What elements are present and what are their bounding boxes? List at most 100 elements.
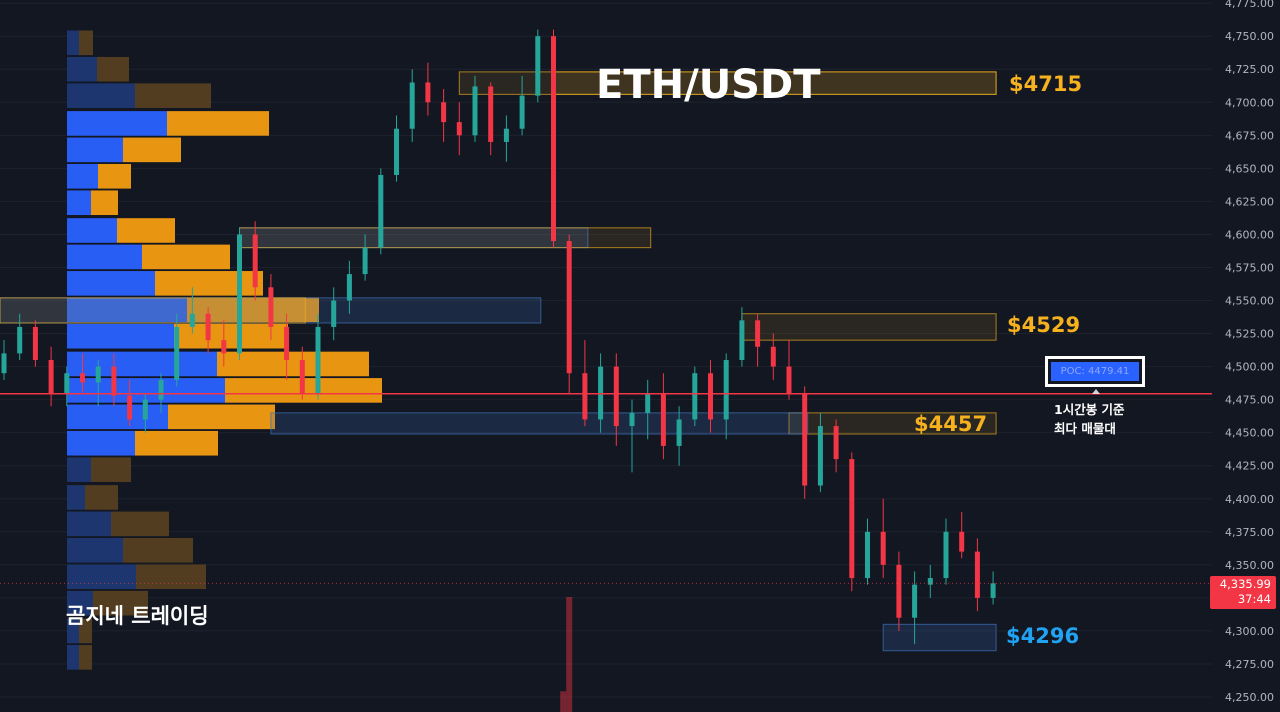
candle-body	[17, 326, 23, 354]
candle-body	[111, 366, 117, 396]
candle-body	[394, 128, 399, 175]
candle-body	[535, 36, 541, 96]
vp-sell-bar	[79, 618, 92, 644]
vp-buy-bar	[67, 618, 79, 644]
price-tick-label: 4,275.00	[1225, 658, 1274, 671]
poc-pointer	[1092, 389, 1100, 394]
candle-body	[142, 399, 148, 420]
chart-title: ETH/USDT	[596, 62, 821, 108]
candle-body	[723, 359, 729, 420]
candle-body	[786, 366, 792, 394]
vp-buy-bar	[67, 83, 135, 108]
vp-buy-bar	[67, 56, 97, 82]
candle-body	[912, 584, 918, 618]
zone-4529	[741, 313, 997, 341]
vp-buy-bar	[67, 457, 91, 482]
vp-sell-bar	[167, 111, 269, 136]
price-tick-label: 4,475.00	[1225, 394, 1274, 407]
candle-body	[409, 82, 415, 129]
vp-buy-bar	[67, 511, 111, 537]
candle-body	[755, 320, 761, 347]
vp-sell-bar	[136, 564, 206, 590]
last-price-value: 4,335.99	[1219, 577, 1271, 591]
candle-body	[645, 393, 651, 413]
candle-body	[331, 300, 337, 327]
vp-sell-bar	[123, 137, 181, 163]
level-label-4457: $4457	[914, 412, 988, 436]
volume-profile	[67, 30, 382, 670]
candle-body	[817, 426, 823, 486]
price-tick-label: 4,775.00	[1225, 0, 1274, 10]
vp-sell-bar	[93, 590, 148, 616]
price-tick-label: 4,625.00	[1225, 195, 1274, 208]
horizontal-price-lines	[0, 389, 1212, 584]
candle-body	[503, 128, 509, 142]
bar-countdown: 37:44	[1237, 592, 1271, 606]
candle-body	[456, 122, 462, 136]
candle-body	[425, 82, 431, 103]
price-tick-label: 4,425.00	[1225, 460, 1274, 473]
vp-buy-bar	[67, 564, 136, 590]
vp-sell-bar	[168, 404, 275, 430]
vp-buy-bar	[67, 378, 225, 403]
price-axis[interactable]: 4,250.004,275.004,300.004,325.004,350.00…	[1225, 0, 1274, 704]
price-tick-label: 4,250.00	[1225, 691, 1274, 704]
candle-body	[598, 366, 604, 420]
vp-sell-bar	[97, 56, 129, 82]
candle-body	[174, 326, 180, 380]
vp-buy-bar	[67, 430, 135, 456]
candle-body	[959, 531, 965, 552]
price-tick-label: 4,450.00	[1225, 427, 1274, 440]
candle-body	[378, 174, 384, 248]
candle-body	[676, 419, 682, 446]
vp-sell-bar	[85, 485, 118, 510]
price-tick-label: 4,600.00	[1225, 228, 1274, 241]
candle-body	[221, 340, 227, 354]
price-tick-label: 4,300.00	[1225, 625, 1274, 638]
candle-body	[770, 346, 776, 367]
candle-body	[660, 393, 666, 446]
vp-buy-bar	[67, 351, 217, 377]
level-label-4715: $4715	[1009, 72, 1083, 96]
volume-bar	[566, 597, 573, 712]
candle-body	[127, 395, 133, 420]
candle-body	[551, 36, 556, 242]
candle-body	[205, 313, 211, 341]
vp-buy-bar	[67, 590, 93, 616]
vp-sell-bar	[98, 163, 131, 189]
candle-body	[613, 366, 619, 427]
brand-watermark: 곰지네 트레이딩	[66, 604, 209, 628]
price-tick-label: 4,525.00	[1225, 328, 1274, 341]
volume-bars	[560, 597, 573, 712]
vp-sell-bar	[135, 430, 218, 456]
candle-body	[990, 583, 996, 598]
level-label-4296: $4296	[1006, 624, 1080, 648]
candle-body	[268, 287, 274, 327]
vp-buy-bar	[67, 297, 187, 323]
candle-body	[64, 373, 70, 394]
candle-body	[927, 578, 933, 585]
candle-body	[708, 373, 713, 420]
vp-buy-bar	[67, 538, 123, 563]
vp-buy-bar	[67, 485, 85, 510]
price-tick-label: 4,500.00	[1225, 361, 1274, 374]
vp-sell-bar	[91, 457, 131, 482]
candle-body	[237, 234, 242, 354]
candle-body	[849, 459, 855, 579]
vp-buy-bar	[67, 645, 79, 670]
candle-body	[284, 326, 290, 360]
poc-label[interactable]: POC: 4479.41	[1045, 356, 1145, 387]
vp-buy-bar	[67, 111, 167, 136]
candle-body	[189, 313, 195, 327]
price-tick-label: 4,700.00	[1225, 96, 1274, 109]
vp-buy-bar	[67, 271, 155, 296]
last-price-tag: 4,335.99 37:44	[1210, 576, 1276, 609]
candle-body	[252, 234, 258, 288]
price-tick-label: 4,550.00	[1225, 295, 1274, 308]
candle-body	[48, 359, 54, 394]
candlesticks	[1, 29, 996, 645]
vp-buy-bar	[67, 163, 98, 189]
candle-body	[582, 373, 588, 420]
candle-body	[896, 564, 902, 618]
